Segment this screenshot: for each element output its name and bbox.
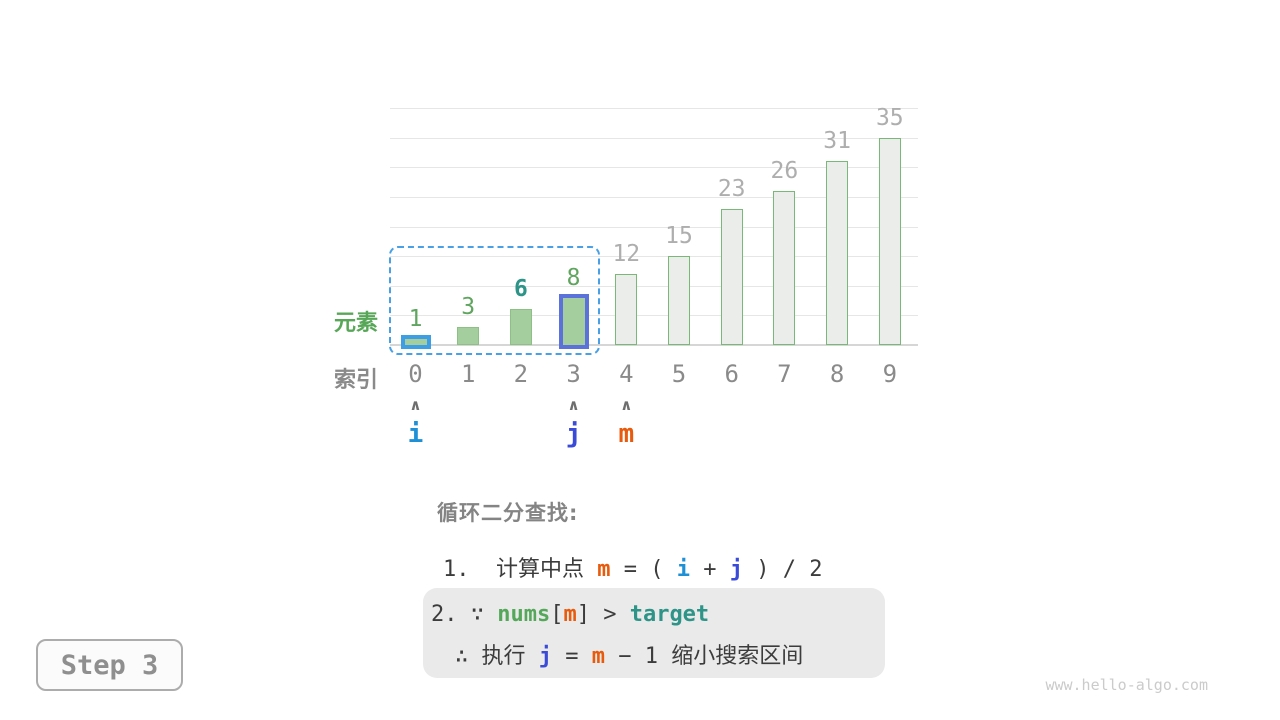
bar <box>615 273 638 345</box>
step-badge: Step 3 <box>36 639 183 691</box>
search-range-box <box>389 246 601 355</box>
var-m: m <box>563 602 577 627</box>
bar <box>558 293 589 349</box>
var-i: i <box>676 557 690 582</box>
index-label: 8 <box>829 360 845 388</box>
annotation-step2: 2. ∵ nums[m] > target <box>431 602 709 627</box>
bar-value-label: 1 <box>408 306 423 333</box>
step3-text: = <box>552 644 592 669</box>
var-m: m <box>591 644 605 669</box>
bar <box>400 335 431 349</box>
var-j: j <box>538 644 552 669</box>
annotation-highlight-box <box>423 588 885 678</box>
step3-text: ∴ 执行 <box>455 644 539 669</box>
step1-text: = ( <box>610 557 677 582</box>
index-label: 5 <box>671 360 687 388</box>
pointer-caret-icon: ∧ <box>620 396 633 414</box>
watermark: www.hello-algo.com <box>1045 676 1208 694</box>
pointer-label: i <box>407 419 424 449</box>
annotation-step1: 1. 计算中点 m = ( i + j ) / 2 <box>443 551 822 583</box>
pointer-caret-icon: ∧ <box>567 396 580 414</box>
bar <box>509 309 532 345</box>
pointer-label: j <box>565 419 582 449</box>
bar-value-label: 15 <box>665 223 693 250</box>
bar <box>826 161 849 345</box>
bar-value-label: 26 <box>770 157 799 184</box>
grid-line <box>390 256 918 258</box>
grid-line <box>390 108 918 109</box>
annotation-title: 循环二分查找: <box>437 501 579 525</box>
index-label: 1 <box>460 360 476 388</box>
grid-line <box>390 137 918 139</box>
pointer-label: m <box>618 419 635 449</box>
bar-value-label: 35 <box>875 104 904 131</box>
var-target: target <box>629 602 710 627</box>
bar-value-label: 31 <box>823 128 851 155</box>
bar-value-label: 23 <box>717 175 746 202</box>
index-label: 4 <box>619 360 634 388</box>
bar-value-label: 12 <box>612 240 641 267</box>
axis-baseline <box>390 344 918 346</box>
step3-text: − 1 缩小搜索区间 <box>605 644 804 669</box>
index-label: 9 <box>882 360 898 388</box>
bar <box>668 256 690 345</box>
step1-text: 1. 计算中点 <box>443 557 598 582</box>
row-label-index: 索引 <box>333 368 378 393</box>
step2-text: 2. ∵ <box>431 602 498 627</box>
grid-line <box>390 167 918 169</box>
index-label: 2 <box>513 360 529 388</box>
grid-line <box>390 196 918 198</box>
bar-value-label: 6 <box>513 276 528 303</box>
bar-value-label: 8 <box>566 264 581 291</box>
row-label-element: 元素 <box>333 311 378 336</box>
step2-text: [ <box>550 602 564 627</box>
bar <box>720 208 743 345</box>
grid-line <box>390 226 918 228</box>
step2-text: ] > <box>576 602 630 627</box>
var-nums: nums <box>497 602 551 627</box>
grid-line <box>390 285 918 287</box>
annotation-step3: ∴ 执行 j = m − 1 缩小搜索区间 <box>455 638 803 670</box>
step1-text: + <box>689 557 730 582</box>
var-j: j <box>729 557 743 582</box>
bar <box>878 137 901 345</box>
var-m: m <box>597 557 611 582</box>
index-label: 6 <box>724 360 739 388</box>
index-label: 0 <box>408 360 423 388</box>
index-label: 7 <box>777 360 792 388</box>
bar-value-label: 3 <box>461 294 476 321</box>
step1-text: ) / 2 <box>742 557 823 582</box>
index-label: 3 <box>566 360 581 388</box>
grid-line <box>390 315 918 317</box>
bar <box>773 190 796 345</box>
pointer-caret-icon: ∧ <box>409 396 422 414</box>
bar <box>457 327 480 345</box>
